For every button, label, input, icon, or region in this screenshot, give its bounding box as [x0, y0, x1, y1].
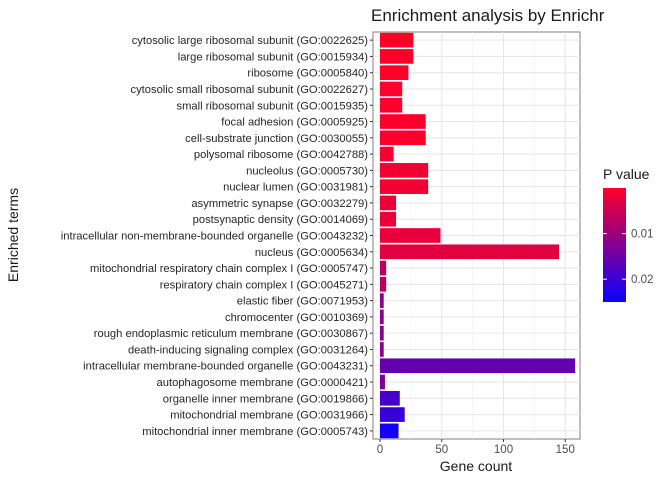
category-label: death-inducing signaling complex (GO:003… — [128, 344, 368, 356]
legend: P value 0.01 0.02 — [603, 166, 653, 302]
category-label: organelle inner membrane (GO:0019866) — [163, 393, 368, 405]
legend-tick-label: 0.01 — [631, 229, 653, 241]
category-label: nuclear lumen (GO:0031981) — [223, 182, 368, 194]
x-tick-label: 50 — [435, 444, 448, 456]
category-label: polysomal ribosome (GO:0042788) — [194, 149, 368, 161]
category-label: nucleus (GO:0005634) — [255, 247, 368, 259]
bar — [380, 146, 394, 162]
category-label: intracellular non-membrane-bounded organ… — [61, 231, 368, 243]
bar — [380, 309, 384, 325]
bar — [380, 49, 414, 64]
category-label: cytosolic small ribosomal subunit (GO:00… — [130, 84, 368, 96]
category-label: cell-substrate junction (GO:0030055) — [185, 133, 368, 145]
category-label: focal adhesion (GO:0005925) — [221, 117, 368, 129]
bar — [380, 423, 399, 439]
category-label: chromocenter (GO:0010369) — [225, 312, 368, 324]
bar — [380, 228, 441, 243]
bar — [380, 293, 384, 308]
chart-title: Enrichment analysis by Enrichr — [371, 6, 605, 25]
category-label: ribosome (GO:0005840) — [247, 68, 368, 80]
category-label: mitochondrial membrane (GO:0031966) — [170, 410, 368, 422]
category-label: large ribosomal subunit (GO:0015934) — [178, 51, 369, 63]
category-label: mitochondrial respiratory chain complex … — [90, 263, 368, 275]
bar — [380, 260, 387, 276]
bar — [380, 277, 387, 292]
category-label: respiratory chain complex I (GO:0045271) — [160, 279, 369, 291]
bar — [380, 32, 414, 48]
category-label: small ribosomal subunit (GO:0015935) — [176, 100, 368, 112]
bar — [380, 407, 405, 422]
bar — [380, 163, 429, 178]
bar — [380, 130, 426, 146]
legend-tick-label: 0.02 — [631, 274, 653, 286]
bar — [380, 195, 397, 211]
bar — [380, 179, 429, 194]
bar — [380, 390, 400, 406]
bar — [380, 325, 384, 341]
bar — [380, 374, 385, 390]
category-label: mitochondrial inner membrane (GO:0005743… — [142, 426, 368, 438]
category-labels: cytosolic large ribosomal subunit (GO:00… — [61, 35, 373, 438]
legend-colorbar — [603, 188, 626, 302]
category-label: nucleolus (GO:0005730) — [246, 165, 368, 177]
x-axis-title: Gene count — [440, 458, 512, 474]
category-label: rough endoplasmic reticulum membrane (GO… — [94, 328, 369, 340]
x-axis: 0 50 100 150 — [377, 439, 575, 456]
x-tick-label: 150 — [556, 444, 575, 456]
category-label: asymmetric synapse (GO:0032279) — [191, 198, 368, 210]
bar — [380, 81, 403, 97]
bar — [380, 114, 426, 129]
bars — [380, 32, 576, 439]
bar — [380, 211, 397, 227]
category-label: postsynaptic density (GO:0014069) — [193, 214, 369, 226]
bar — [380, 342, 384, 357]
bar — [380, 97, 403, 113]
legend-ticks: 0.01 0.02 — [603, 229, 653, 286]
bar — [380, 358, 576, 374]
x-tick-label: 100 — [494, 444, 513, 456]
category-label: cytosolic large ribosomal subunit (GO:00… — [132, 35, 369, 47]
bar — [380, 244, 560, 260]
category-label: intracellular membrane-bounded organelle… — [83, 361, 368, 373]
y-axis-title: Enriched terms — [5, 188, 21, 282]
legend-title: P value — [603, 166, 650, 182]
x-tick-label: 0 — [377, 444, 383, 456]
category-label: elastic fiber (GO:0071953) — [237, 296, 368, 308]
category-label: autophagosome membrane (GO:0000421) — [157, 377, 369, 389]
bar — [380, 65, 409, 81]
